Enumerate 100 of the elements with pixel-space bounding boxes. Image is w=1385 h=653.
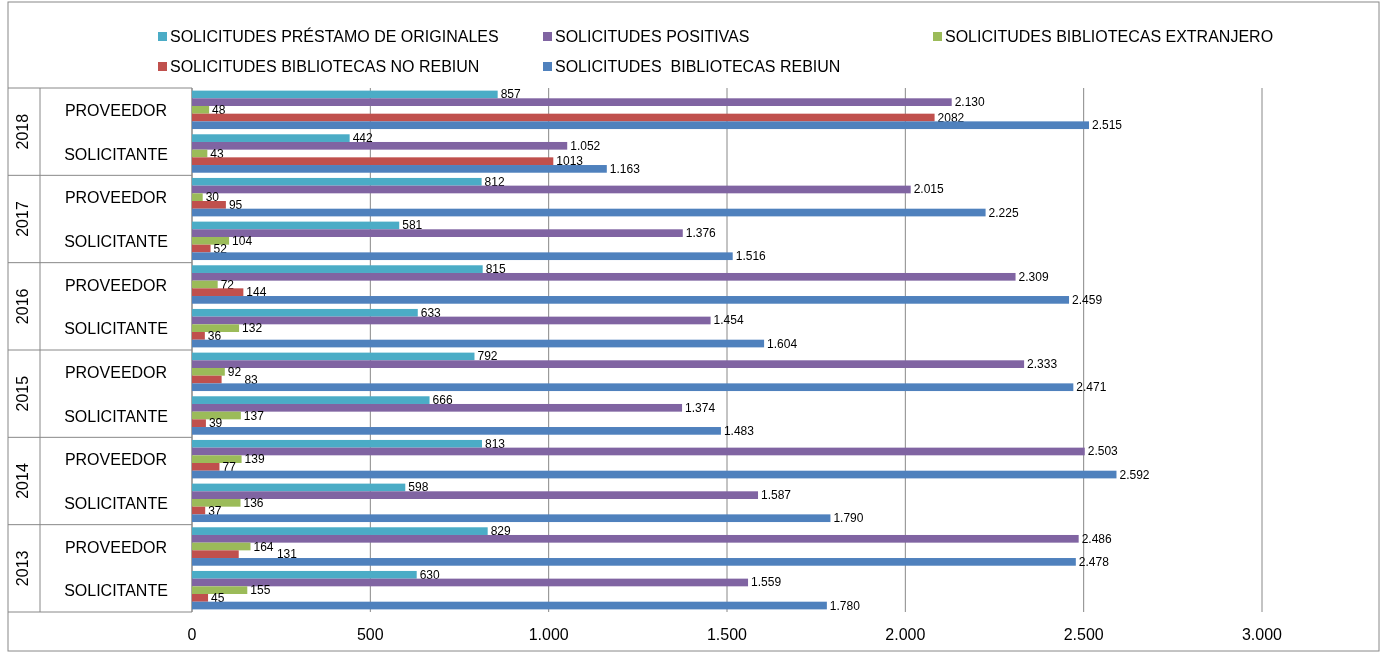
y-tick-label: SOLICITANTE: [64, 494, 168, 512]
y-tick-label: PROVEEDOR: [64, 101, 168, 119]
bar: [192, 324, 240, 333]
data-label: 77: [222, 459, 237, 474]
bar: [192, 447, 1085, 456]
bar: [192, 141, 568, 150]
data-label: 792: [477, 349, 498, 364]
data-label: 43: [210, 146, 225, 161]
bar: [192, 265, 483, 273]
y-tick-label: SOLICITANTE: [64, 320, 168, 338]
data-label: 2.478: [1078, 554, 1110, 569]
data-label: 829: [490, 524, 512, 539]
bar: [192, 339, 765, 348]
bar: [192, 601, 827, 610]
bar: [192, 113, 935, 122]
data-label: 630: [419, 567, 441, 582]
bar: [192, 98, 952, 106]
data-label: 132: [242, 321, 263, 336]
data-label: 2.471: [1076, 380, 1107, 395]
bar: [192, 463, 220, 471]
data-label: 30: [205, 190, 220, 205]
x-tick-label: 2.500: [1063, 626, 1104, 643]
x-tick-label: 2.000: [885, 626, 926, 643]
data-label: 1.604: [767, 336, 798, 351]
data-label: 36: [207, 328, 222, 343]
data-label: 666: [432, 393, 453, 408]
y-tick-label: PROVEEDOR: [64, 538, 168, 556]
bar: [192, 594, 209, 602]
y-tick-label: PROVEEDOR: [64, 189, 168, 207]
bar: [192, 296, 1070, 304]
text: 2015: [14, 375, 31, 412]
y-tick-label: PROVEEDOR: [64, 451, 168, 469]
legend-label: SOLICITUDES POSITIVAS: [555, 28, 750, 45]
bar: [192, 570, 417, 579]
bar: [192, 332, 205, 340]
data-label: 633: [420, 305, 442, 320]
text: 2017: [14, 201, 31, 237]
data-label: 2.503: [1087, 444, 1119, 459]
data-label: 1.483: [723, 423, 755, 438]
data-label: 442: [352, 131, 373, 146]
bar: [192, 121, 1090, 130]
data-label: 1.454: [713, 313, 744, 328]
data-label: 1013: [556, 154, 584, 169]
data-label: 136: [243, 495, 264, 510]
bar: [192, 419, 206, 428]
bar: [192, 244, 211, 253]
bar: [192, 578, 749, 587]
bar: [192, 439, 482, 448]
y-tick-label: SOLICITANTE: [64, 407, 168, 425]
data-label: 1.587: [761, 488, 792, 503]
bar: [192, 352, 475, 361]
data-label: 2.486: [1081, 531, 1113, 546]
y-tick-label: PROVEEDOR: [64, 363, 168, 381]
bar: [192, 514, 831, 523]
data-label: 2.515: [1092, 118, 1123, 133]
text: 2014: [14, 463, 31, 499]
data-label: 104: [232, 233, 253, 248]
bar: [192, 534, 1079, 543]
data-label: 131: [276, 547, 298, 562]
bar: [192, 157, 554, 166]
data-label: 137: [243, 408, 265, 423]
bar: [192, 403, 683, 412]
bar: [192, 252, 733, 261]
legend-label: SOLICITUDES BIBLIOTECAS REBIUN: [555, 58, 841, 75]
x-tick-label: 1.000: [528, 626, 569, 643]
data-label: 2.015: [913, 182, 945, 197]
bar: [192, 383, 1074, 392]
text: 2018: [14, 113, 31, 150]
bar: [192, 90, 498, 99]
data-label: 1.790: [833, 511, 864, 526]
bar: [192, 221, 400, 230]
data-label: 1.780: [829, 598, 861, 613]
bar: [192, 280, 218, 289]
data-label: 164: [253, 539, 274, 554]
x-tick-label: 3.000: [1241, 626, 1283, 643]
bar: [192, 134, 350, 142]
bar: [192, 542, 251, 551]
x-tick-label: 500: [356, 626, 384, 643]
bar: [192, 491, 759, 499]
data-label: 45: [211, 590, 225, 605]
bar: [192, 396, 430, 404]
data-label: 1.374: [685, 400, 716, 415]
y-tick-label: PROVEEDOR: [64, 276, 168, 294]
bar: [192, 208, 986, 217]
y-tick-label: SOLICITANTE: [64, 582, 168, 600]
bar: [192, 308, 418, 317]
data-label: 72: [220, 277, 235, 292]
bar: [192, 367, 225, 376]
bar: [192, 527, 488, 535]
bar: [192, 427, 721, 435]
bar: [192, 558, 1076, 566]
bar: [192, 316, 711, 325]
bar: [192, 272, 1016, 281]
bar: [192, 586, 248, 595]
data-label: 92: [227, 364, 242, 379]
data-label: 2.130: [954, 95, 986, 110]
bar: [192, 236, 230, 245]
bar: [192, 193, 203, 202]
data-label: 2.333: [1027, 357, 1058, 372]
data-label: 39: [208, 416, 223, 431]
